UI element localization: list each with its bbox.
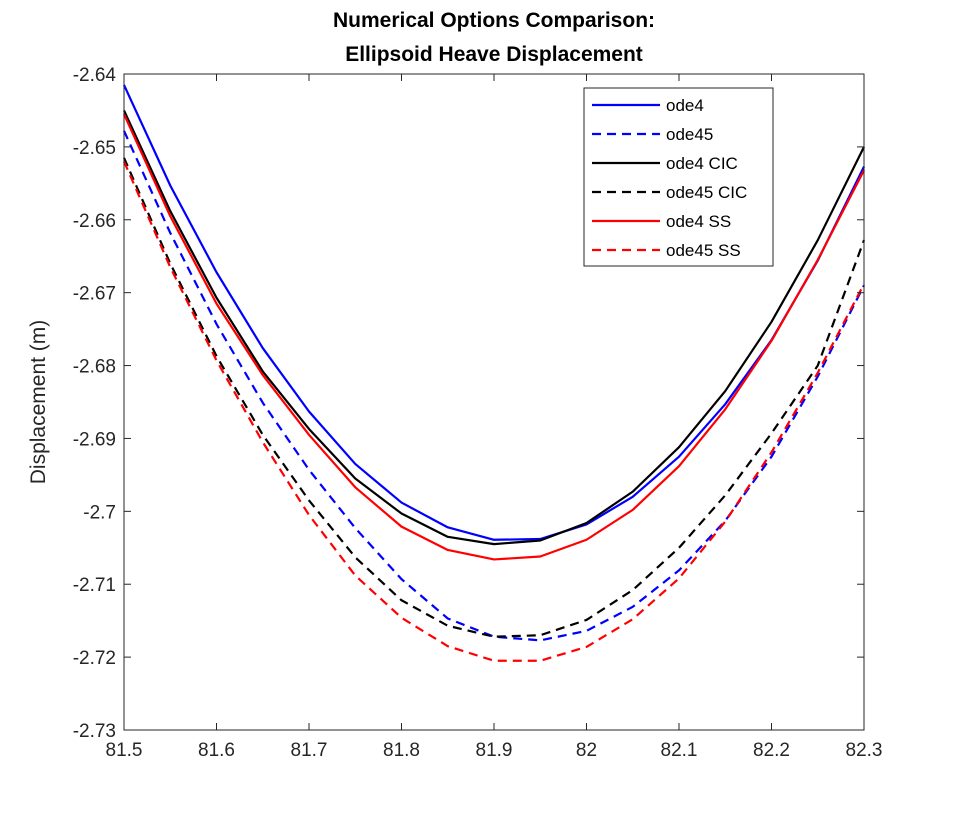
- series-line-1: [123, 84, 865, 541]
- series-line-4: [122, 157, 866, 638]
- legend-box: [583, 87, 774, 267]
- chart-title-line-2: Ellipsoid Heave Displacement: [345, 43, 643, 66]
- legend-label-3: ode4 CIC: [666, 154, 738, 173]
- x-tick-label: 81.6: [198, 740, 235, 761]
- chart-title-line-1: Numerical Options Comparison:: [333, 9, 655, 32]
- y-axis-label: Displacement (m): [27, 320, 50, 485]
- series-layer: [122, 84, 866, 662]
- x-tick-label: 81.9: [476, 740, 513, 761]
- tick-labels: 81.5 81.6 81.7 81.8 81.9 82 82.1 82.2 82.3 -2.64 -…: [73, 65, 883, 761]
- y-tick-label: -2.69: [73, 429, 116, 450]
- y-tick-label: -2.64: [73, 65, 117, 86]
- legend-label-1: ode4: [666, 96, 704, 115]
- y-tick-label: -2.72: [73, 648, 116, 669]
- y-tick-label: -2.66: [73, 211, 116, 232]
- y-tick-label: -2.71: [73, 575, 116, 596]
- legend: ode4 ode45 ode4 CIC ode45 CIC ode4 SS ode45 S…: [583, 87, 774, 267]
- y-tick-label: -2.65: [73, 138, 116, 159]
- axes-layer: [123, 73, 865, 731]
- x-tick-label: 82.1: [661, 740, 698, 761]
- legend-label-2: ode45: [666, 125, 713, 144]
- series-line-6: [122, 161, 865, 662]
- x-tick-label: 82.3: [846, 740, 883, 761]
- legend-label-6: ode45 SS: [666, 241, 741, 260]
- series-line-5: [122, 113, 865, 561]
- y-tick-label: -2.68: [73, 357, 116, 378]
- x-tick-label: 81.8: [383, 740, 420, 761]
- x-tick-label: 82.2: [753, 740, 790, 761]
- y-tick-label: -2.7: [83, 502, 116, 523]
- y-tick-label: -2.73: [73, 721, 116, 742]
- series-line-3: [123, 109, 865, 546]
- y-tick-label: -2.67: [73, 284, 116, 305]
- x-tick-label: 81.5: [106, 740, 143, 761]
- legend-label-4: ode45 CIC: [666, 183, 747, 202]
- series-line-2: [122, 130, 865, 642]
- legend-label-5: ode4 SS: [666, 212, 731, 231]
- x-tick-label: 82: [576, 740, 597, 761]
- x-tick-label: 81.7: [291, 740, 328, 761]
